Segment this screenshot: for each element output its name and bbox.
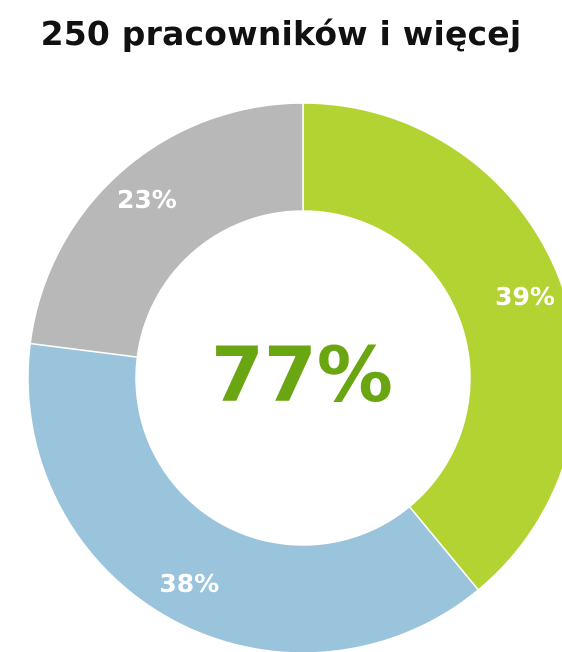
- slices-group: [27, 102, 562, 652]
- slice-labels-group: 39% 38% 23%: [117, 185, 555, 598]
- slice-label-1: 39%: [495, 282, 555, 311]
- donut-slice-3: [29, 102, 304, 358]
- slice-label-3: 23%: [117, 185, 177, 214]
- donut-slice-1: [302, 102, 562, 591]
- chart-title: 250 pracowników i więcej: [40, 14, 522, 53]
- center-value: 77%: [211, 330, 393, 419]
- donut-slice-2: [27, 342, 480, 652]
- slice-label-2: 38%: [159, 569, 219, 598]
